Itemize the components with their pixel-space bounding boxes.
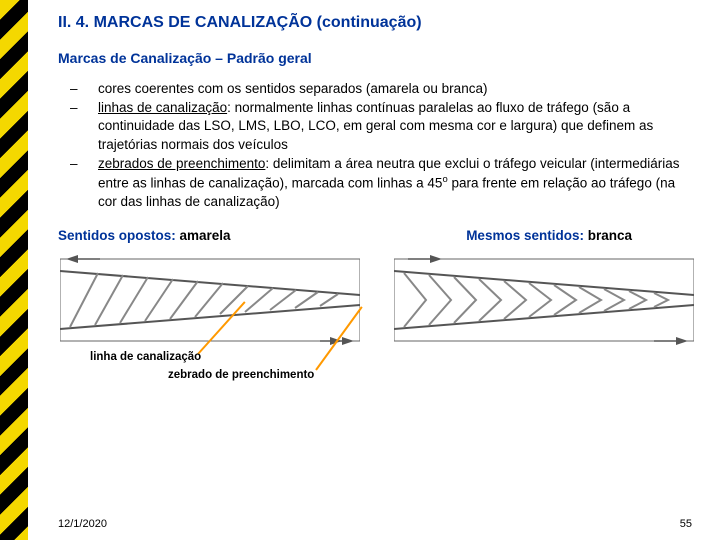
label: Sentidos opostos: [58,228,180,243]
footer-date: 12/1/2020 [58,518,107,530]
annotation-zebrado: zebrado de preenchimento [168,369,314,381]
slide-subtitle: Marcas de Canalização – Padrão geral [58,50,692,66]
diagram-same-directions [394,251,694,346]
slide-title: II. 4. MARCAS DE CANALIZAÇÃO (continuaçã… [58,14,692,32]
bullet-text: cores coerentes com os sentidos separado… [98,81,487,96]
bullet-item: –zebrados de preenchimento: delimitam a … [84,155,692,212]
footer-page: 55 [680,518,692,530]
sentidos-row: Sentidos opostos: amarela Mesmos sentido… [58,228,692,243]
bullet-list: –cores coerentes com os sentidos separad… [84,80,692,212]
value: amarela [180,228,231,243]
slide-footer: 12/1/2020 55 [58,518,692,530]
diagram-area: linha de canalização zebrado de preenchi… [58,251,692,387]
bullet-item: –cores coerentes com os sentidos separad… [84,80,692,99]
bullet-prefix: zebrados de preenchimento [98,156,265,171]
sentidos-mesmos: Mesmos sentidos: branca [466,228,632,243]
bullet-prefix: linhas de canalização [98,100,227,115]
label: Mesmos sentidos: [466,228,588,243]
hazard-stripe-border [0,0,28,540]
diagram-opposite-directions [60,251,360,346]
bullet-item: –linhas de canalização: normalmente linh… [84,99,692,155]
annotation-linha: linha de canalização [90,351,201,363]
sentidos-opostos: Sentidos opostos: amarela [58,228,231,243]
slide-content: II. 4. MARCAS DE CANALIZAÇÃO (continuaçã… [28,0,720,540]
value: branca [588,228,632,243]
